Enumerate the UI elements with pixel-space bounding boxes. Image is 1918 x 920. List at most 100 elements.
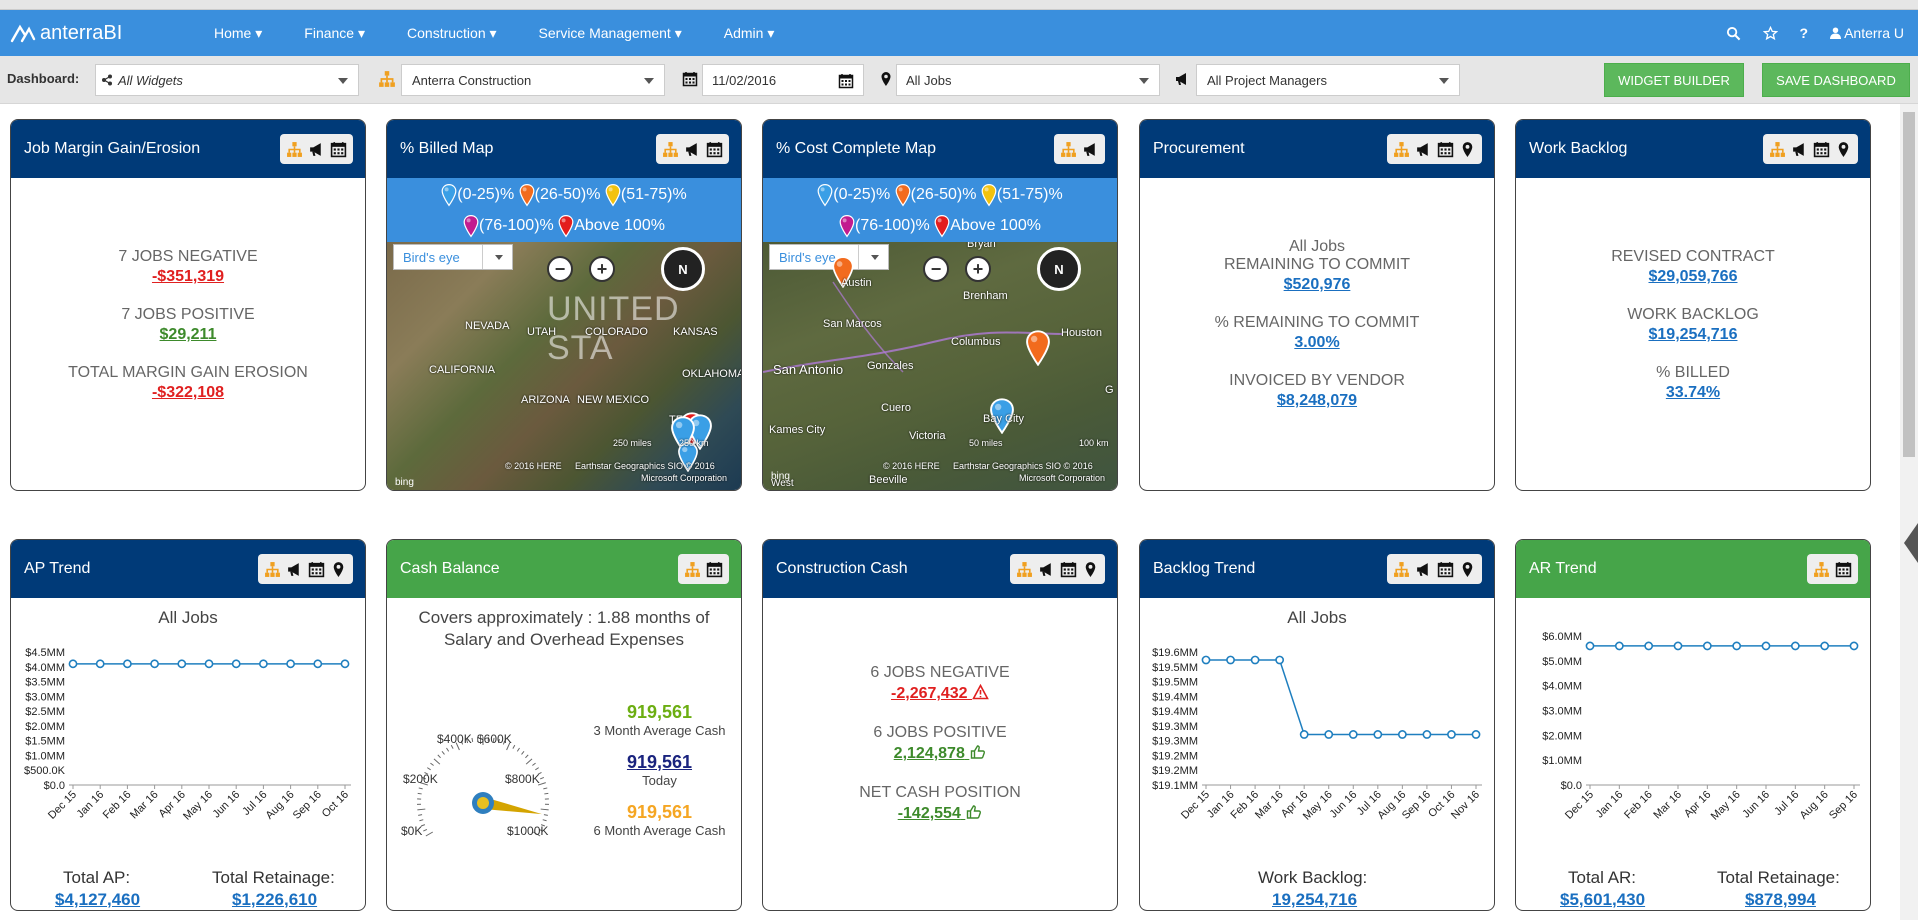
bullhorn-icon[interactable]: [1038, 561, 1055, 578]
y-tick-label: $19.5MM: [1152, 662, 1198, 674]
help-icon[interactable]: ?: [1799, 25, 1809, 41]
sitemap-icon[interactable]: [1769, 141, 1786, 158]
gauge-label: $1000K: [507, 824, 548, 838]
calendar-icon[interactable]: [1060, 561, 1077, 578]
pct-remaining-value-link[interactable]: 3.00%: [1294, 334, 1340, 351]
sitemap-icon[interactable]: [1393, 141, 1410, 158]
widget-title: Job Margin Gain/Erosion: [24, 140, 201, 157]
bullhorn-icon[interactable]: [1082, 141, 1099, 158]
total-retainage-value-link[interactable]: $1,226,610: [232, 890, 318, 909]
negative-value-link[interactable]: -$351,319: [151, 268, 225, 285]
bullhorn-icon[interactable]: [1415, 561, 1432, 578]
bullhorn-icon[interactable]: [308, 141, 325, 158]
birds-eye-dropdown[interactable]: Bird's eye: [393, 244, 513, 270]
bullhorn-icon[interactable]: [286, 561, 303, 578]
nav-admin[interactable]: Admin ▾: [723, 24, 775, 41]
sitemap-icon[interactable]: [662, 141, 679, 158]
ar-trend-chart[interactable]: $0.0 $1.0MM $2.0MM $3.0MM $4.0MM $5.0MM $6.0MM…: [1516, 624, 1871, 822]
sitemap-icon[interactable]: [286, 141, 303, 158]
calendar-icon[interactable]: [706, 561, 723, 578]
company-select[interactable]: Anterra Construction: [401, 64, 665, 96]
widget-title: Construction Cash: [776, 560, 908, 577]
sitemap-icon[interactable]: [1813, 561, 1830, 578]
data-point: [95, 659, 105, 669]
sitemap-icon[interactable]: [264, 561, 281, 578]
bullhorn-icon[interactable]: [684, 141, 701, 158]
zoom-in-button[interactable]: +: [589, 256, 615, 282]
nav-finance[interactable]: Finance ▾: [304, 24, 366, 41]
satellite-map[interactable]: Bird's eye − + N UNITED STA NEVADA UTAH …: [387, 242, 741, 490]
sitemap-icon[interactable]: [1393, 561, 1410, 578]
page-scrollbar[interactable]: [1900, 104, 1918, 920]
side-panel-toggle[interactable]: [1904, 523, 1918, 563]
scrollbar-thumb[interactable]: [1903, 112, 1915, 457]
y-tick-label: $3.0MM: [25, 691, 65, 703]
gauge-tick: [441, 750, 445, 755]
total-ap-value-link[interactable]: $4,127,460: [55, 890, 141, 909]
nav-construction[interactable]: Construction ▾: [407, 24, 497, 41]
map-marker-icon[interactable]: [1459, 561, 1476, 578]
data-point: [1585, 641, 1595, 651]
calendar-icon[interactable]: [308, 561, 325, 578]
map-pin[interactable]: [1025, 330, 1051, 366]
total-retainage-value-link[interactable]: $878,994: [1745, 890, 1816, 909]
calendar-icon[interactable]: [706, 141, 723, 158]
map-marker-icon[interactable]: [1459, 141, 1476, 158]
jobs-select[interactable]: All Jobs: [896, 64, 1160, 96]
zoom-out-button[interactable]: −: [923, 256, 949, 282]
work-backlog-value-link[interactable]: $19,254,716: [1648, 326, 1738, 343]
date-picker-icon[interactable]: [838, 73, 854, 89]
user-menu[interactable]: Anterra U: [1830, 25, 1904, 41]
positive-value-link[interactable]: 2,124,878: [893, 745, 965, 762]
search-icon[interactable]: [1726, 26, 1741, 41]
legend-51-75: (51-75)%: [996, 186, 1063, 203]
net-cash-value-link[interactable]: -142,554: [897, 805, 961, 822]
calendar-icon[interactable]: [330, 141, 347, 158]
map-label: Bryan: [967, 242, 996, 250]
sitemap-icon[interactable]: [1016, 561, 1033, 578]
backlog-trend-chart[interactable]: $19.1MM $19.2MM $19.2MM $19.3MM $19.3MM $19.4…: [1140, 642, 1495, 822]
satellite-map[interactable]: Bird's eye − + N Bryan Austin Brenham Ho…: [763, 242, 1117, 490]
calendar-icon[interactable]: [1437, 141, 1454, 158]
compass-control[interactable]: N: [1037, 247, 1081, 291]
calendar-icon[interactable]: [1437, 561, 1454, 578]
pct-billed-value-link[interactable]: 33.74%: [1665, 384, 1721, 401]
save-dashboard-button[interactable]: SAVE DASHBOARD: [1762, 63, 1910, 97]
bullhorn-icon[interactable]: [1791, 141, 1808, 158]
gauge-label: $400K: [437, 732, 472, 746]
zoom-out-button[interactable]: −: [547, 256, 573, 282]
total-value-link[interactable]: -$322,108: [151, 384, 225, 401]
map-marker-icon[interactable]: [1082, 561, 1099, 578]
star-icon[interactable]: [1762, 25, 1778, 41]
widget-toolbar: [1387, 554, 1482, 584]
map-label: KANSAS: [673, 326, 718, 338]
zoom-in-button[interactable]: +: [965, 256, 991, 282]
brand-logo[interactable]: anterraBI: [10, 22, 170, 45]
gauge-tick: [540, 808, 549, 811]
total-ar-value-link[interactable]: $5,601,430: [1560, 890, 1646, 909]
compass-control[interactable]: N: [661, 247, 705, 291]
sitemap-icon[interactable]: [684, 561, 701, 578]
calendar-icon[interactable]: [1835, 561, 1852, 578]
widget-builder-button[interactable]: WIDGET BUILDER: [1604, 63, 1744, 97]
revised-contract-value-link[interactable]: $29,059,766: [1648, 268, 1738, 285]
map-marker-icon[interactable]: [1835, 141, 1852, 158]
sitemap-icon[interactable]: [1060, 141, 1077, 158]
nav-service-management[interactable]: Service Management ▾: [538, 24, 682, 41]
project-manager-select[interactable]: All Project Managers: [1196, 64, 1460, 96]
x-tick-label: Jan 16: [1594, 789, 1626, 821]
bullhorn-icon[interactable]: [1415, 141, 1432, 158]
widget-select[interactable]: All Widgets: [95, 64, 359, 96]
invoiced-value-link[interactable]: $8,248,079: [1276, 392, 1358, 409]
today-value-link[interactable]: 919,561: [626, 752, 693, 772]
remaining-value-link[interactable]: $520,976: [1283, 276, 1351, 293]
work-backlog-value-link[interactable]: 19,254,716: [1272, 890, 1358, 909]
calendar-icon[interactable]: [1813, 141, 1830, 158]
nav-home[interactable]: Home ▾: [214, 24, 263, 41]
birds-eye-dropdown[interactable]: Bird's eye: [769, 244, 889, 270]
ap-trend-chart[interactable]: $0.0 $500.0K $1.0MM $1.5MM $2.0MM $2.5MM $3.0M…: [11, 642, 366, 822]
negative-value-link[interactable]: -2,267,432: [891, 685, 968, 702]
date-field[interactable]: 11/02/2016: [702, 64, 864, 96]
map-marker-icon[interactable]: [330, 561, 347, 578]
positive-value-link[interactable]: $29,211: [159, 326, 217, 343]
